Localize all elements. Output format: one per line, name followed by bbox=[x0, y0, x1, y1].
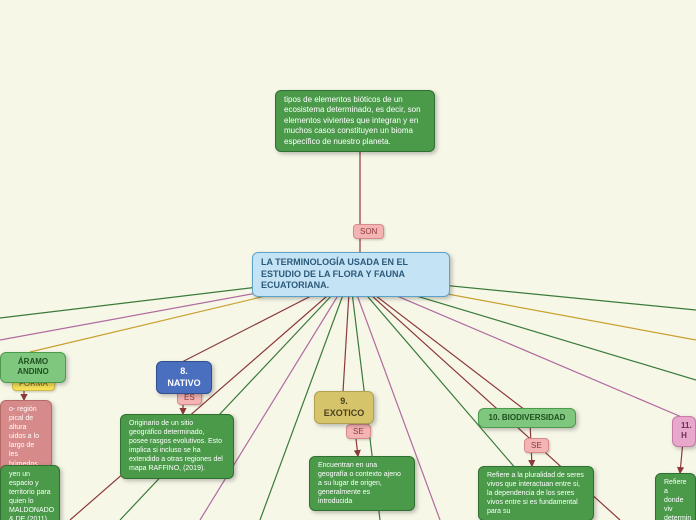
concept-exotico[interactable]: 9. EXOTICO bbox=[314, 391, 374, 424]
connector-label: SON bbox=[353, 224, 384, 239]
description-box: Refiere a la pluralidad de seres vivos q… bbox=[478, 466, 594, 520]
connector-label: SE bbox=[346, 424, 371, 439]
connector-label: SE bbox=[524, 438, 549, 453]
center-node[interactable]: LA TERMINOLOGÍA USADA EN EL ESTUDIO DE L… bbox=[252, 252, 450, 297]
concept-biodiv[interactable]: 10. BIODIVERSIDAD bbox=[478, 408, 576, 428]
description-box: Originario de un sitio geográfico determ… bbox=[120, 414, 234, 479]
description-box: yen un espacio y territorio para quien l… bbox=[0, 465, 60, 520]
description-box: o- región pical de altura uidos a lo lar… bbox=[0, 400, 52, 474]
top-description: tipos de elementos bióticos de un ecosis… bbox=[275, 90, 435, 152]
concept-paramo[interactable]: ÁRAMO ANDINO bbox=[0, 352, 66, 383]
center-node-text: LA TERMINOLOGÍA USADA EN EL ESTUDIO DE L… bbox=[261, 257, 408, 290]
description-box: Encuentran en una geografía o contexto a… bbox=[309, 456, 415, 511]
description-box: Refiere a donde viv determin animal, h m… bbox=[655, 473, 696, 520]
concept-nativo[interactable]: 8. NATIVO bbox=[156, 361, 212, 394]
concept-habitat[interactable]: 11. H bbox=[672, 416, 696, 447]
top-description-text: tipos de elementos bióticos de un ecosis… bbox=[284, 95, 421, 146]
